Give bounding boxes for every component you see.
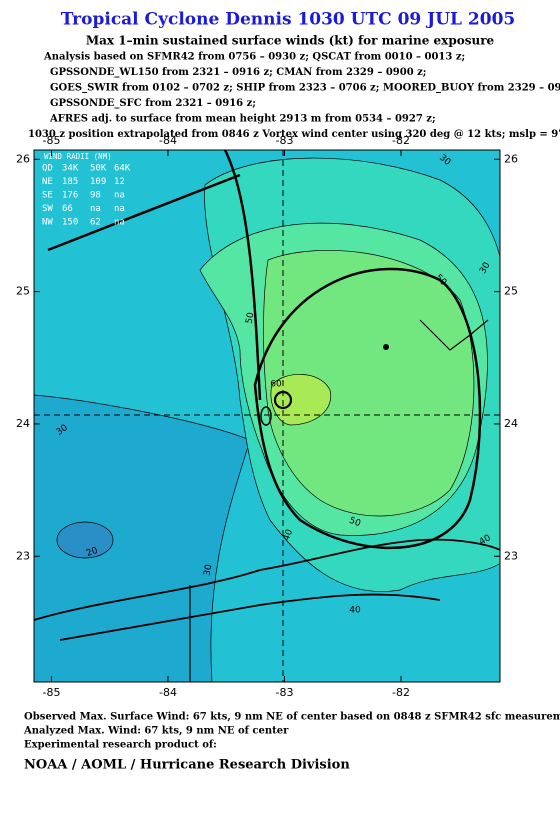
lat-label: 25: [504, 285, 518, 298]
footer-line: Experimental research product of:: [24, 740, 217, 751]
radii-cell: 34K: [62, 164, 79, 174]
lat-label: 26: [16, 152, 30, 165]
analysis-line: GOES_SWIR from 0102 – 0702 z; SHIP from …: [50, 83, 560, 94]
analysis-line: 1030 z position extrapolated from 0846 z…: [28, 129, 560, 140]
radii-cell: 109: [90, 177, 106, 187]
lat-label: 23: [16, 549, 30, 562]
wind-radii: WIND RADII (NM) QD 34K 50K 64K NE 185 109 12 SE 17…: [42, 152, 131, 228]
analysis-line: GPSSONDE_WL150 from 2321 – 0916 z; CMAN …: [50, 67, 427, 78]
contour-label: 40: [282, 528, 295, 542]
contour-label: 50: [348, 516, 362, 529]
analysis-block: Analysis based on SFMR42 from 0756 – 093…: [28, 52, 560, 141]
lat-label: 26: [504, 152, 518, 165]
radii-cell: 176: [62, 191, 78, 201]
contour-label: 20: [85, 546, 99, 559]
contour-label: 60: [270, 380, 282, 390]
wind-field: [34, 150, 500, 682]
lon-label: -84: [159, 134, 177, 147]
radii-cell: 98: [90, 191, 101, 201]
radii-cell: 50K: [90, 164, 107, 174]
lat-label: 24: [16, 417, 30, 430]
radii-cell: QD: [42, 164, 53, 174]
subtitle: Max 1–min sustained surface winds (kt) f…: [86, 34, 495, 48]
contour-label: 50: [245, 311, 257, 324]
radii-cell: na: [114, 191, 125, 201]
radii-cell: na: [90, 204, 101, 214]
radii-cell: SE: [42, 191, 53, 201]
title: Tropical Cyclone Dennis 1030 UTC 09 JUL …: [61, 10, 515, 30]
lat-label: 23: [504, 549, 518, 562]
lon-label: -85: [42, 134, 60, 147]
footer-line: Observed Max. Surface Wind: 67 kts, 9 nm…: [24, 712, 560, 723]
radii-cell: 150: [62, 218, 78, 228]
radii-title: WIND RADII (NM): [44, 152, 112, 161]
axes: -85 -85 -84 -84 -83 -83 -82 -82 23 23 24 24 25 25 26 26: [16, 134, 518, 699]
lon-label: -83: [275, 134, 293, 147]
radii-cell: 66: [62, 204, 73, 214]
lat-label: 24: [504, 417, 518, 430]
radii-cell: 64K: [114, 164, 131, 174]
footer: Observed Max. Surface Wind: 67 kts, 9 nm…: [23, 712, 560, 751]
lon-label: -82: [392, 134, 410, 147]
lon-label: -85: [42, 686, 60, 699]
radii-cell: 185: [62, 177, 78, 187]
contour-label: 40: [349, 606, 361, 616]
contour-label: 30: [203, 563, 215, 576]
radii-cell: 62: [90, 218, 101, 228]
lon-label: -84: [159, 686, 177, 699]
lat-label: 25: [16, 285, 30, 298]
analysis-line: Analysis based on SFMR42 from 0756 – 093…: [43, 52, 465, 63]
radii-cell: 12: [114, 177, 125, 187]
radii-cell: SW: [42, 204, 53, 214]
radii-cell: na: [114, 218, 125, 228]
analysis-line: AFRES adj. to surface from mean height 2…: [49, 114, 436, 125]
lon-label: -82: [392, 686, 410, 699]
analysis-line: GPSSONDE_SFC from 2321 – 0916 z;: [50, 98, 256, 109]
lon-label: -83: [275, 686, 293, 699]
map-frame: [33, 149, 501, 683]
footer-line: Analyzed Max. Wind: 67 kts, 9 nm NE of c…: [23, 726, 289, 737]
radii-cell: na: [114, 204, 125, 214]
radii-cell: NE: [42, 177, 53, 187]
organization: NOAA / AOML / Hurricane Research Divisio…: [24, 758, 350, 773]
radii-cell: NW: [42, 218, 53, 228]
